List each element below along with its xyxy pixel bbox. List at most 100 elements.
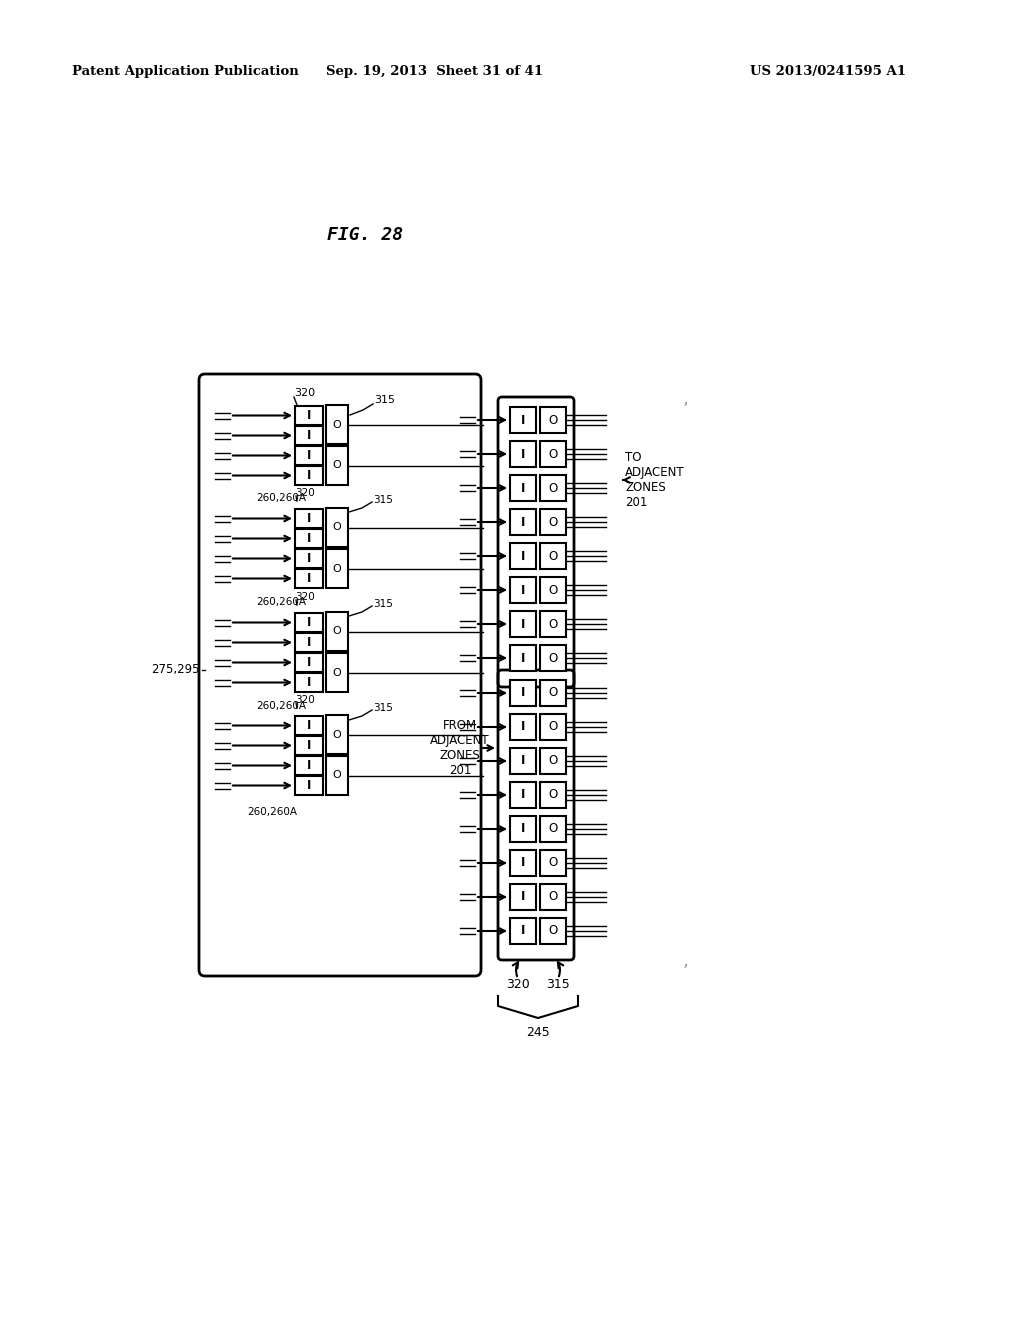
Text: I: I [307, 779, 311, 792]
Text: I: I [307, 676, 311, 689]
Bar [295, 673, 323, 692]
Text: I: I [521, 822, 525, 836]
Bar [326, 405, 348, 444]
Text: I: I [521, 891, 525, 903]
Text: 275,295: 275,295 [152, 664, 200, 676]
Text: ʼ: ʼ [682, 964, 688, 981]
Bar [295, 466, 323, 484]
Bar [510, 748, 536, 774]
Text: I: I [521, 924, 525, 937]
Text: I: I [307, 552, 311, 565]
Text: O: O [333, 461, 341, 470]
Bar [540, 816, 566, 842]
Text: I: I [307, 759, 311, 772]
Text: O: O [549, 686, 558, 700]
Text: O: O [549, 618, 558, 631]
Text: I: I [307, 572, 311, 585]
Text: ʼ: ʼ [682, 401, 688, 418]
Bar [326, 715, 348, 754]
Text: I: I [307, 616, 311, 630]
Text: 260,260A: 260,260A [247, 807, 297, 817]
Text: 320: 320 [295, 488, 314, 498]
Text: O: O [549, 413, 558, 426]
Bar [326, 549, 348, 587]
Bar [540, 645, 566, 671]
Text: O: O [333, 420, 341, 429]
Bar [510, 917, 536, 944]
Text: 260,260A: 260,260A [256, 701, 306, 711]
Bar [540, 714, 566, 741]
Text: O: O [549, 652, 558, 664]
Text: I: I [307, 469, 311, 482]
Text: 315: 315 [373, 495, 393, 506]
Text: TO
ADJACENT
ZONES
201: TO ADJACENT ZONES 201 [625, 451, 685, 510]
Bar [295, 715, 323, 735]
Text: I: I [521, 857, 525, 870]
Bar [295, 407, 323, 425]
Bar [295, 776, 323, 795]
Text: I: I [307, 636, 311, 649]
Text: 320: 320 [506, 978, 529, 990]
Text: I: I [521, 788, 525, 801]
Text: O: O [549, 482, 558, 495]
Text: O: O [333, 771, 341, 780]
Bar [540, 917, 566, 944]
Bar [295, 510, 323, 528]
Text: I: I [307, 532, 311, 545]
Text: O: O [333, 523, 341, 532]
Text: O: O [549, 924, 558, 937]
Text: O: O [333, 564, 341, 573]
Text: Patent Application Publication: Patent Application Publication [72, 66, 299, 78]
Text: 320: 320 [295, 591, 314, 602]
Bar [510, 816, 536, 842]
Text: O: O [549, 447, 558, 461]
Text: O: O [549, 549, 558, 562]
Bar [295, 612, 323, 632]
Bar [510, 850, 536, 876]
Bar [510, 714, 536, 741]
Text: I: I [521, 721, 525, 734]
Text: FROM
ADJACENT
ZONES
201: FROM ADJACENT ZONES 201 [430, 719, 489, 777]
Text: I: I [521, 618, 525, 631]
Bar [510, 645, 536, 671]
Bar [295, 549, 323, 568]
Text: 315: 315 [374, 395, 395, 405]
Text: I: I [521, 482, 525, 495]
Text: O: O [549, 891, 558, 903]
Bar [540, 850, 566, 876]
Text: Sep. 19, 2013  Sheet 31 of 41: Sep. 19, 2013 Sheet 31 of 41 [327, 66, 544, 78]
Text: 245: 245 [526, 1026, 550, 1039]
Text: 315: 315 [373, 599, 393, 609]
Bar [326, 612, 348, 651]
Bar [295, 653, 323, 672]
Bar [510, 577, 536, 603]
Text: O: O [549, 788, 558, 801]
Text: I: I [307, 512, 311, 525]
Bar [295, 569, 323, 587]
Text: O: O [549, 857, 558, 870]
Text: O: O [549, 721, 558, 734]
Text: O: O [333, 627, 341, 636]
Text: O: O [549, 822, 558, 836]
Text: 260,260A: 260,260A [256, 492, 306, 503]
Text: I: I [307, 656, 311, 669]
Text: 260,260A: 260,260A [256, 597, 306, 607]
Bar [510, 543, 536, 569]
Bar [540, 510, 566, 535]
FancyBboxPatch shape [199, 374, 481, 975]
Bar [510, 611, 536, 638]
Text: I: I [307, 409, 311, 422]
Text: 320: 320 [295, 696, 314, 705]
Bar [540, 441, 566, 467]
Text: 315: 315 [373, 704, 393, 713]
Text: I: I [521, 686, 525, 700]
Bar [540, 611, 566, 638]
Text: I: I [521, 549, 525, 562]
Bar [510, 781, 536, 808]
Bar [295, 634, 323, 652]
Bar [510, 441, 536, 467]
Bar [540, 748, 566, 774]
Bar [540, 884, 566, 909]
Bar [295, 529, 323, 548]
Bar [326, 653, 348, 692]
